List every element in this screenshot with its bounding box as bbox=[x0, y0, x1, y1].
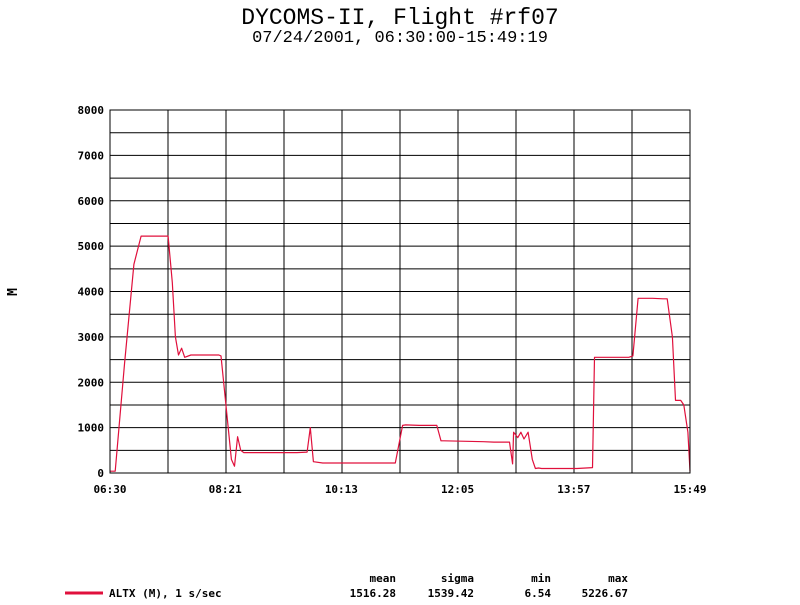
chart-subtitle: 07/24/2001, 06:30:00-15:49:19 bbox=[252, 29, 548, 48]
stats-header: min bbox=[531, 572, 551, 585]
plot-frame bbox=[109, 109, 691, 474]
y-tick-label: 2000 bbox=[78, 376, 105, 389]
y-tick-labels: 0 1000 2000 3000 4000 5000 6000 7000 8000 bbox=[78, 104, 105, 480]
y-tick-label: 1000 bbox=[78, 422, 105, 435]
y-tick-label: 0 bbox=[97, 467, 104, 480]
y-tick-label: 3000 bbox=[78, 331, 105, 344]
x-tick-labels: 06:30 08:21 10:13 12:05 13:57 15:49 bbox=[93, 483, 706, 496]
x-tick-label: 06:30 bbox=[93, 483, 126, 496]
x-tick-label: 15:49 bbox=[673, 483, 706, 496]
stats-header: mean bbox=[370, 572, 397, 585]
stats-header: max bbox=[608, 572, 628, 585]
legend-label: ALTX (M), 1 s/sec bbox=[109, 587, 222, 600]
y-tick-label: 7000 bbox=[78, 149, 105, 162]
legend: ALTX (M), 1 s/sec bbox=[65, 587, 222, 600]
x-tick-label: 12:05 bbox=[441, 483, 474, 496]
series-lines bbox=[110, 235, 691, 472]
stats-value: 1516.28 bbox=[350, 587, 396, 600]
y-axis-label: M bbox=[6, 288, 21, 296]
stats-value: 1539.42 bbox=[428, 587, 474, 600]
x-tick-label: 08:21 bbox=[209, 483, 242, 496]
x-tick-label: 10:13 bbox=[325, 483, 358, 496]
y-tick-label: 8000 bbox=[78, 104, 105, 117]
y-tick-label: 4000 bbox=[78, 286, 105, 299]
stats-table: mean sigma min max 1516.28 1539.42 6.54 5226.67 bbox=[350, 572, 629, 600]
y-tick-label: 5000 bbox=[78, 240, 105, 253]
series-line bbox=[110, 235, 691, 472]
stats-value: 6.54 bbox=[525, 587, 552, 600]
grid bbox=[110, 110, 690, 473]
chart-title: DYCOMS-II, Flight #rf07 bbox=[241, 5, 559, 31]
y-tick-label: 6000 bbox=[78, 195, 105, 208]
stats-value: 5226.67 bbox=[582, 587, 628, 600]
x-tick-label: 13:57 bbox=[557, 483, 590, 496]
stats-header: sigma bbox=[441, 572, 474, 585]
